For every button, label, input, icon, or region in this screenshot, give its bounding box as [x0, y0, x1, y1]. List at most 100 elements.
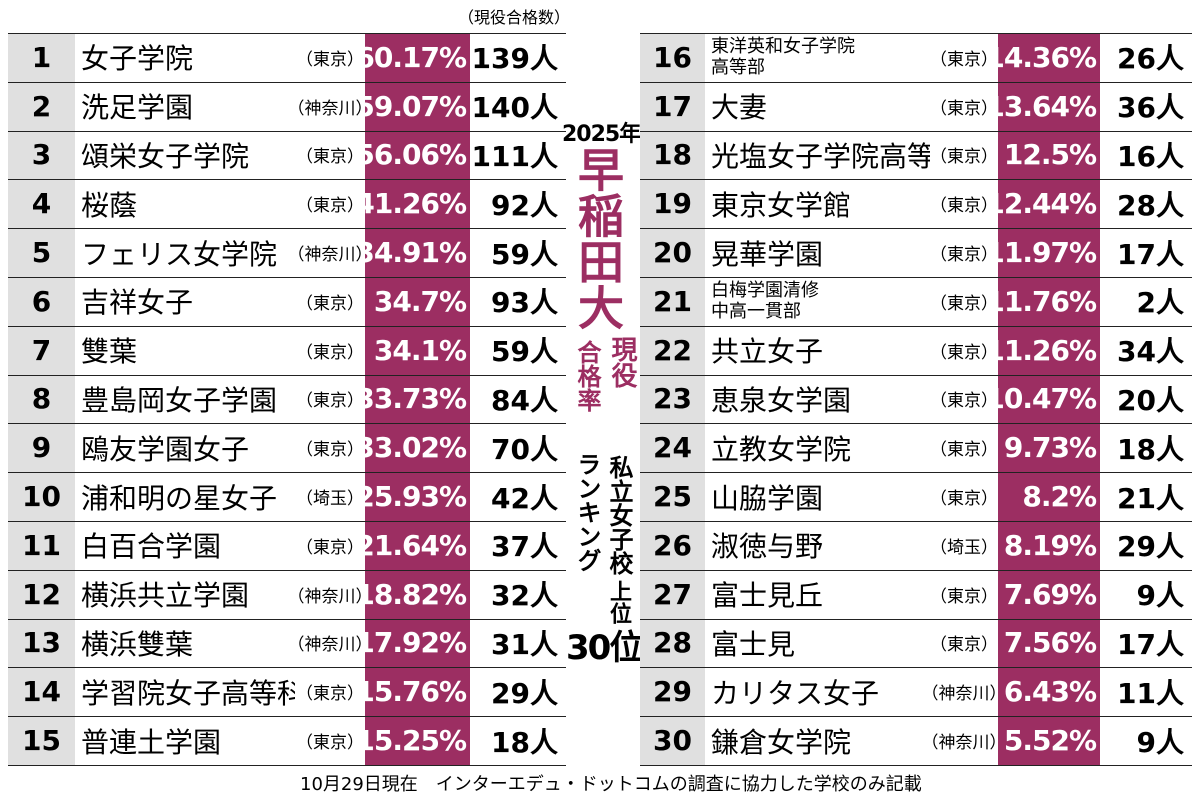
pass-rate: 11.76% [998, 277, 1100, 326]
prefecture: （東京） [930, 49, 998, 70]
rank: 24 [640, 423, 705, 473]
pass-rate: 41.26% [365, 179, 470, 229]
school-name: 光塩女子学院高等科 [711, 139, 930, 173]
row-rule [8, 130, 566, 132]
prefecture: （東京） [296, 342, 364, 363]
pass-count: 17人 [1117, 627, 1184, 661]
row-rule [640, 374, 1192, 376]
prefecture: （神奈川） [295, 586, 365, 607]
pass-count: 92人 [491, 188, 558, 222]
rank: 8 [8, 374, 75, 424]
row-rule [8, 81, 566, 83]
pass-rate: 10.47% [998, 374, 1100, 424]
pass-count: 18人 [491, 725, 558, 759]
prefecture: （神奈川） [295, 245, 365, 266]
title-year: 2025年 [562, 122, 641, 147]
row-rule [640, 569, 1192, 571]
prefecture: （東京） [296, 196, 364, 217]
pass-count: 16人 [1117, 139, 1184, 173]
pass-count: 140人 [471, 91, 558, 125]
prefecture: （東京） [930, 440, 998, 461]
rank: 17 [640, 81, 705, 131]
school-name: 学習院女子高等科 [81, 676, 295, 710]
pass-rate: 8.19% [998, 521, 1100, 570]
pass-count: 42人 [491, 481, 558, 515]
row-rule [8, 716, 566, 718]
title-ranking: ランキング [573, 452, 601, 572]
pass-count: 20人 [1117, 383, 1184, 417]
row-rule [8, 33, 566, 34]
prefecture: （東京） [296, 684, 364, 705]
pass-rate: 56.06% [365, 130, 470, 180]
header-note: （現役合格数） [458, 8, 571, 27]
pass-count: 84人 [491, 383, 558, 417]
prefecture: （東京） [930, 586, 998, 607]
school-name: 普連土学園 [81, 725, 222, 759]
title-category: 私立女子校 [605, 455, 633, 575]
pass-count: 29人 [491, 676, 558, 710]
school-name: 鎌倉女学院 [711, 725, 852, 759]
pass-rate: 13.64% [998, 81, 1100, 131]
row-rule [640, 130, 1192, 132]
pass-rate: 34.91% [365, 228, 470, 277]
school-name: 白百合学園 [81, 530, 222, 564]
school-name: 恵泉女学園 [711, 383, 852, 417]
pass-count: 93人 [491, 286, 558, 320]
title-top: 上位 [606, 580, 631, 624]
title-rate: 合格率 [573, 340, 601, 412]
rank: 23 [640, 374, 705, 424]
pass-count: 11人 [1117, 676, 1184, 710]
school-name: 吉祥女子 [81, 286, 194, 320]
pass-rate: 5.52% [998, 716, 1100, 765]
rank: 9 [8, 423, 75, 473]
school-name: 山脇学園 [711, 481, 824, 515]
row-rule [640, 521, 1192, 522]
row-rule [640, 716, 1192, 718]
school-name: 鴎友学園女子 [81, 432, 250, 466]
pass-rate: 59.07% [365, 81, 470, 131]
rank: 19 [640, 179, 705, 229]
school-name: 淑徳与野 [711, 530, 824, 564]
pass-count: 59人 [491, 237, 558, 271]
rank: 15 [8, 716, 75, 765]
rank: 30 [640, 716, 705, 765]
school-name: フェリス女学院 [81, 237, 278, 271]
prefecture: （東京） [930, 98, 998, 119]
rank: 26 [640, 521, 705, 570]
school-name: 共立女子 [711, 335, 824, 369]
school-name: 横浜雙葉 [81, 627, 194, 661]
rank: 12 [8, 569, 75, 619]
school-name: 横浜共立学園 [81, 579, 250, 613]
row-rule [8, 277, 566, 278]
prefecture: （東京） [296, 391, 364, 412]
pass-count: 32人 [491, 579, 558, 613]
row-rule [640, 277, 1192, 278]
pass-count: 29人 [1117, 530, 1184, 564]
pass-count: 2人 [1136, 286, 1184, 320]
pass-count: 111人 [471, 139, 558, 173]
prefecture: （東京） [296, 537, 364, 558]
title-university: 早稲田大 [571, 146, 625, 330]
prefecture: （東京） [930, 196, 998, 217]
prefecture: （埼玉） [296, 489, 364, 510]
row-rule [8, 667, 566, 669]
pass-count: 36人 [1117, 91, 1184, 125]
pass-rate: 34.1% [365, 325, 470, 375]
row-rule [8, 374, 566, 376]
pass-count: 31人 [491, 627, 558, 661]
rank: 7 [8, 325, 75, 375]
row-rule [640, 765, 1192, 766]
school-name: 立教女学院 [711, 432, 852, 466]
pass-count: 28人 [1117, 188, 1184, 222]
row-rule [8, 325, 566, 327]
pass-count: 139人 [471, 42, 558, 76]
row-rule [640, 325, 1192, 327]
school-name: 雙葉 [81, 335, 138, 369]
school-name: 洗足学園 [81, 91, 194, 125]
pass-rate: 7.56% [998, 618, 1100, 668]
school-name: 浦和明の星女子 [81, 481, 278, 515]
rank: 2 [8, 81, 75, 131]
rank: 20 [640, 228, 705, 277]
footer-note: 10月29日現在 インターエデュ・ドットコムの調査に協力した学校のみ記載 [300, 774, 922, 795]
